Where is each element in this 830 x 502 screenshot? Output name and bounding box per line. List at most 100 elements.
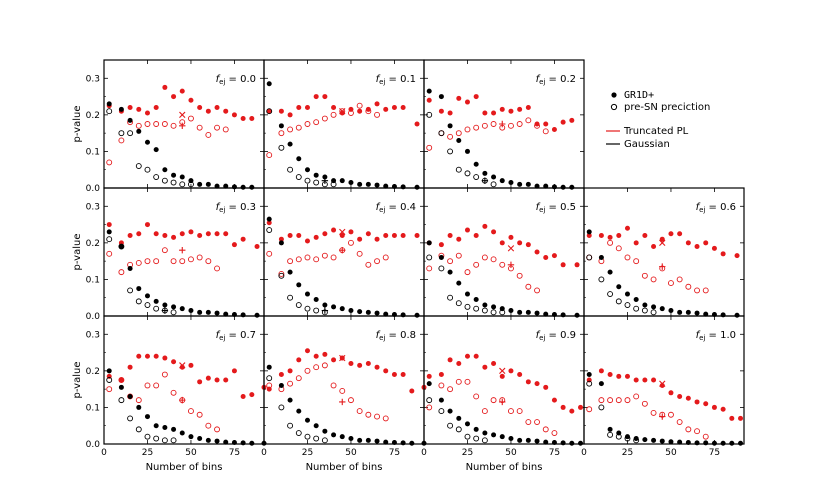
data-point [287, 166, 294, 173]
data-point [205, 181, 211, 187]
panel-label-f: f [696, 330, 701, 341]
data-point [491, 174, 497, 180]
data-point [144, 110, 150, 116]
data-point [438, 130, 445, 137]
legend: GR1D+ pre-SN preciction Truncated PL Gau… [606, 90, 710, 150]
data-point [127, 105, 133, 111]
data-point [650, 309, 657, 316]
x-tick-label: 75 [709, 448, 720, 458]
data-point [651, 304, 657, 310]
stat-x-marker-truncated-pl [339, 108, 346, 115]
data-point [254, 312, 260, 318]
panel-4: fej = 0.4 [263, 187, 425, 318]
data-point [685, 240, 691, 246]
data-point [455, 166, 462, 173]
data-point [668, 308, 674, 314]
data-point [287, 141, 293, 147]
data-point [473, 393, 480, 400]
data-point [118, 269, 125, 276]
panel-1: fej = 0.1 [263, 59, 425, 190]
data-point [598, 381, 604, 387]
data-point [455, 252, 462, 259]
data-point [135, 163, 142, 170]
data-point [188, 362, 194, 368]
data-point [365, 411, 372, 418]
data-point [525, 379, 531, 385]
panel-3: 0.0 0.1 0.2 0.3 fej = 0.3 [86, 187, 265, 322]
x-tick-label: 0 [421, 448, 427, 458]
data-point [641, 272, 648, 279]
data-point [331, 105, 337, 111]
data-point [136, 128, 142, 134]
data-point [633, 393, 640, 400]
data-point [214, 124, 220, 131]
data-point [374, 413, 380, 420]
data-point [356, 102, 363, 109]
data-point [240, 312, 246, 318]
data-point [136, 286, 142, 292]
data-point [586, 254, 593, 261]
data-point [144, 222, 150, 228]
data-point [313, 307, 320, 314]
data-point [179, 258, 186, 265]
data-point [348, 436, 354, 442]
data-point [642, 437, 648, 443]
stat-x-marker-truncated-pl [339, 228, 346, 236]
data-point [473, 161, 479, 167]
data-point [482, 110, 488, 116]
data-point [677, 231, 683, 237]
x-tick-label: 50 [505, 448, 517, 458]
stat-plus-marker-gaussian [161, 307, 169, 314]
data-point [607, 234, 613, 240]
data-point [266, 216, 272, 222]
data-point [676, 276, 683, 283]
data-point [304, 348, 310, 354]
data-point [331, 304, 337, 310]
data-point [278, 270, 285, 277]
series-gaussian-gr1d [426, 240, 580, 318]
data-point [668, 231, 674, 237]
x-tick-label: 50 [185, 448, 197, 458]
data-point [321, 115, 328, 122]
series-truncated-pl-presn [266, 102, 380, 159]
data-point [447, 233, 453, 239]
stat-plus-marker-gaussian [481, 177, 489, 184]
series-gaussian-gr1d [426, 381, 584, 446]
x-axis-label: Number of bins [306, 462, 383, 473]
data-point [534, 438, 540, 444]
data-point [508, 408, 514, 415]
data-point [455, 130, 462, 137]
data-point [569, 117, 575, 123]
panel-label-f: f [696, 202, 701, 213]
data-point [296, 156, 302, 162]
stat-x-marker-truncated-pl [659, 380, 666, 387]
data-point [426, 111, 433, 118]
panel-label-f: f [376, 330, 381, 341]
data-point [426, 240, 432, 246]
data-point [196, 254, 203, 261]
data-point [339, 233, 345, 239]
stat-x-marker-truncated-pl [179, 362, 186, 369]
data-point [266, 364, 272, 370]
data-point [729, 415, 735, 421]
panel-6: fej = 0.6 [583, 187, 745, 318]
y-tick-label: 0.0 [86, 312, 101, 322]
data-point [560, 312, 566, 318]
stat-plus-marker-truncated-pl [659, 263, 666, 270]
data-point [391, 440, 397, 446]
data-point [197, 233, 203, 239]
x-tick-label: 25 [302, 448, 313, 458]
data-point [365, 231, 371, 237]
x-tick-label: 75 [229, 448, 240, 458]
data-point [153, 423, 159, 429]
data-point [456, 95, 462, 101]
data-point [179, 174, 185, 180]
data-point [409, 388, 415, 394]
legend-label-presn: pre-SN preciction [624, 102, 710, 113]
data-point [447, 357, 453, 363]
x-tick-label: 75 [549, 448, 560, 458]
data-point [313, 94, 319, 100]
legend-label-gaussian: Gaussian [624, 139, 670, 150]
data-point [624, 302, 631, 308]
data-point [694, 244, 700, 250]
